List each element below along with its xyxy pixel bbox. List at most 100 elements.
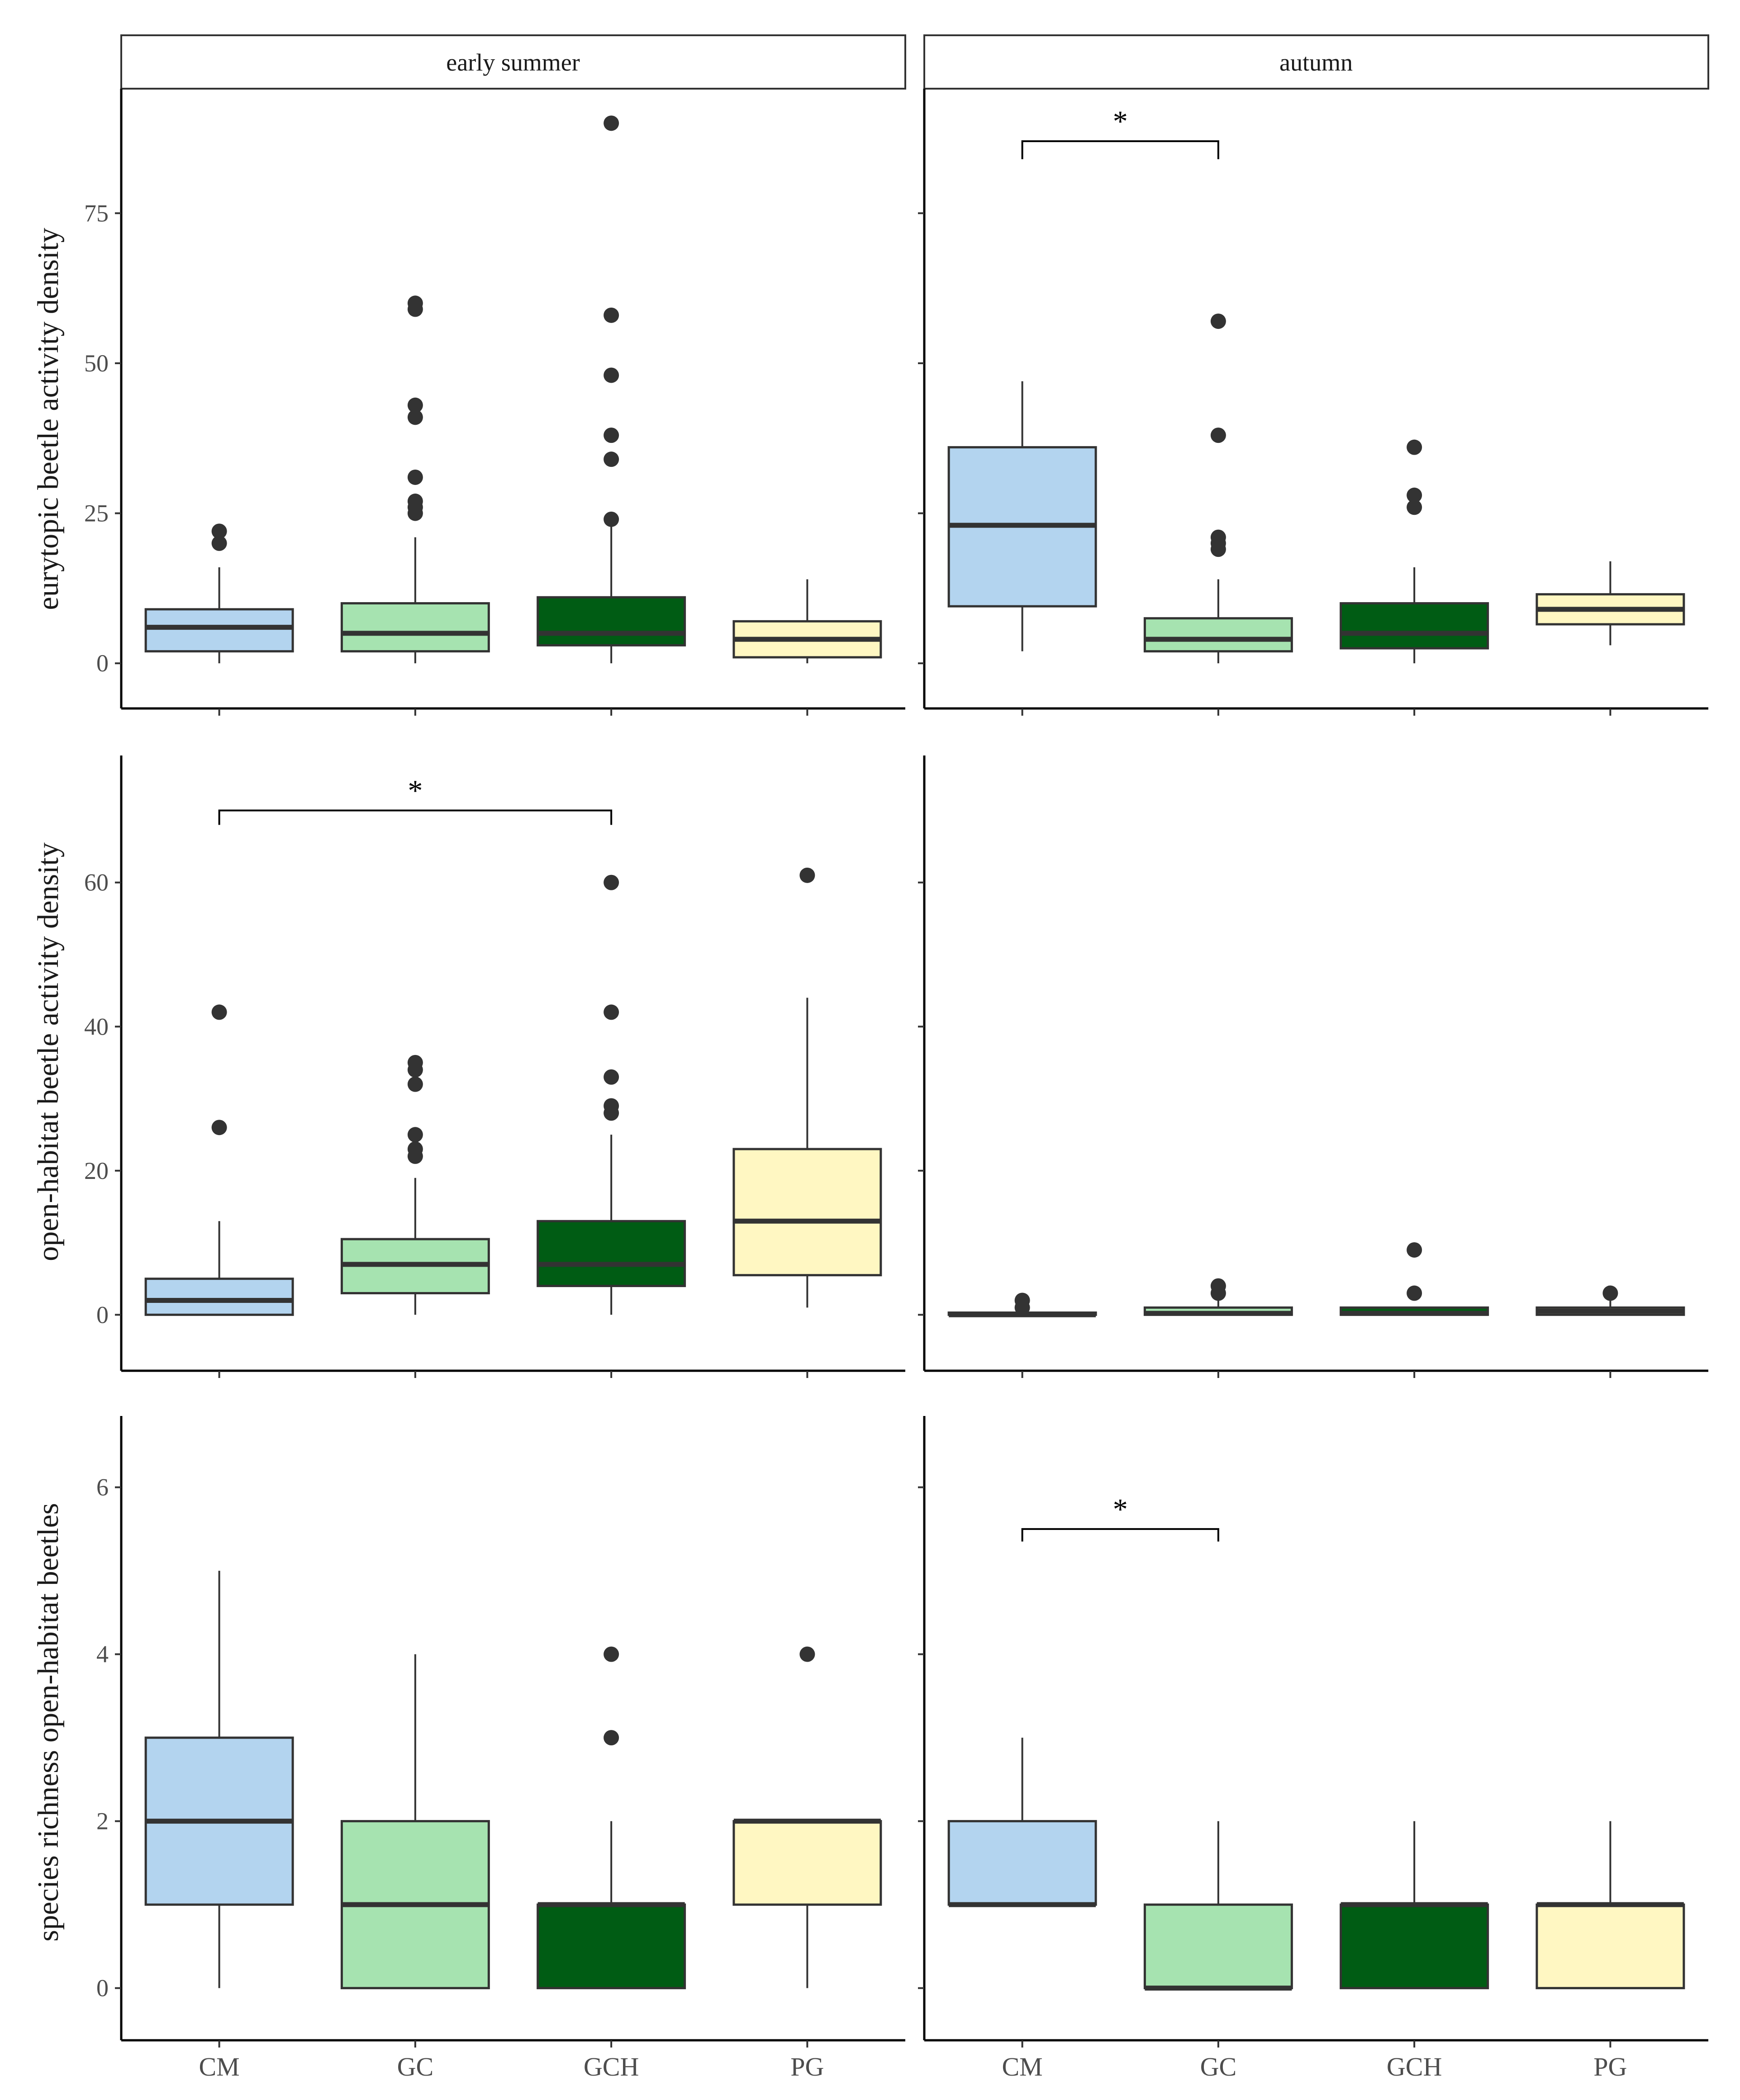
- box-gch-early-summer-r3: [537, 1646, 686, 1990]
- iqr-box: [732, 1148, 882, 1277]
- box-gch-early-summer-r2: [537, 874, 686, 1315]
- outlier-point: [604, 428, 619, 443]
- y-tick-label: 25: [84, 500, 109, 527]
- outlier-point: [1407, 1285, 1422, 1301]
- iqr-box: [537, 1220, 686, 1288]
- panel-early-summer-r1: 0 25 50 75: [84, 89, 905, 716]
- box-gch-autumn-r1: [1340, 439, 1489, 664]
- x-tick-label-gc: GC: [1200, 2052, 1237, 2081]
- outlier-point: [1407, 487, 1422, 503]
- iqr-box: [537, 1903, 686, 1990]
- outlier-point: [604, 1098, 619, 1114]
- bracket-line: [1021, 140, 1219, 159]
- outlier-point: [799, 867, 815, 883]
- ylabel-row-2: open-habitat beetle activity density: [32, 842, 65, 1261]
- significance-bracket: *: [1021, 105, 1219, 159]
- y-tick-label: 4: [96, 1641, 109, 1668]
- x-tick-label-pg: PG: [1593, 2052, 1627, 2081]
- outlier-point: [604, 307, 619, 323]
- iqr-box: [1340, 602, 1489, 650]
- strip-box-autumn: [923, 34, 1709, 90]
- y-tick-label: 2: [96, 1808, 109, 1835]
- y-tick-label: 6: [96, 1474, 109, 1501]
- outlier-point: [211, 1004, 227, 1020]
- ylabel-row-1: eurytopic beetle activity density: [32, 228, 65, 610]
- box-cm-autumn-r3: [947, 1738, 1097, 1907]
- bracket-line: [218, 809, 613, 825]
- iqr-box: [537, 596, 686, 646]
- x-tick-label-gch: GCH: [584, 2052, 639, 2081]
- box-gc-early-summer-r1: [340, 295, 490, 664]
- outlier-point: [407, 494, 423, 509]
- y-tick-label: 0: [96, 1301, 109, 1328]
- outlier-point: [1407, 1242, 1422, 1258]
- box-pg-early-summer-r3: [732, 1646, 882, 1988]
- strip-label-early-summer: early summer: [446, 49, 580, 76]
- outlier-point: [1210, 428, 1226, 443]
- outlier-point: [799, 1646, 815, 1662]
- panel-early-summer-r3: 0 2 4 6 CM GC GCH PG: [96, 1416, 905, 2081]
- y-tick-label: 75: [84, 200, 109, 227]
- box-gc-early-summer-r2: [340, 1055, 490, 1315]
- significance-label: *: [1113, 105, 1128, 138]
- box-pg-autumn-r2: [1536, 1285, 1685, 1316]
- y-tick-label: 40: [84, 1013, 109, 1040]
- outlier-point: [1407, 499, 1422, 515]
- box-pg-autumn-r3: [1536, 1821, 1685, 1990]
- outlier-point: [604, 874, 619, 890]
- panel-autumn-r1: *: [918, 89, 1708, 716]
- y-tick-label: 20: [84, 1157, 109, 1184]
- box-gc-autumn-r1: [1143, 314, 1293, 664]
- y-tick-label: 50: [84, 350, 109, 377]
- box-gc-autumn-r2: [1143, 1278, 1293, 1316]
- box-cm-early-summer-r1: [144, 523, 294, 664]
- x-tick-label-gc: GC: [397, 2052, 434, 2081]
- significance-bracket: *: [218, 774, 613, 825]
- iqr-box: [144, 1278, 294, 1316]
- panel-autumn-r2: [918, 755, 1708, 1378]
- iqr-box: [1340, 1903, 1489, 1990]
- box-pg-early-summer-r1: [732, 579, 882, 664]
- box-cm-autumn-r1: [947, 381, 1097, 651]
- box-pg-autumn-r1: [1536, 561, 1685, 646]
- iqr-box: [1536, 1903, 1685, 1990]
- x-tick-label-cm: CM: [199, 2052, 239, 2081]
- box-gc-early-summer-r3: [340, 1654, 490, 1990]
- outlier-point: [407, 295, 423, 311]
- outlier-point: [407, 1055, 423, 1070]
- outlier-point: [604, 1646, 619, 1662]
- outlier-point: [604, 367, 619, 383]
- box-gc-autumn-r3: [1143, 1821, 1293, 1991]
- iqr-box: [340, 602, 490, 653]
- significance-bracket: *: [1021, 1493, 1219, 1542]
- ylabel-row-3: species richness open-habitat beetles: [32, 1503, 65, 1941]
- y-tick-label: 60: [84, 869, 109, 896]
- outlier-point: [211, 535, 227, 551]
- outlier-point: [604, 115, 619, 131]
- significance-label: *: [408, 774, 423, 807]
- iqr-box: [1143, 1903, 1293, 1990]
- outlier-point: [407, 397, 423, 413]
- box-cm-autumn-r2: [947, 1292, 1097, 1317]
- iqr-box: [947, 1820, 1097, 1906]
- outlier-point: [1602, 1285, 1618, 1301]
- outlier-point: [211, 1120, 227, 1136]
- y-tick-label: 0: [96, 1975, 109, 2002]
- panels: 0 25 50 75 * 0 20 40 60 * 0 2 4 6 CM GC GCH PG CM GC GCH PG *: [84, 89, 1708, 2081]
- outlier-point: [407, 409, 423, 425]
- strip-label-autumn: autumn: [1279, 49, 1353, 76]
- box-cm-early-summer-r2: [144, 1004, 294, 1316]
- outlier-point: [407, 1141, 423, 1157]
- outlier-point: [604, 1730, 619, 1746]
- outlier-point: [604, 1004, 619, 1020]
- significance-label: *: [1113, 1493, 1128, 1526]
- iqr-box: [1143, 617, 1293, 653]
- outlier-point: [211, 523, 227, 539]
- box-cm-early-summer-r3: [144, 1571, 294, 1988]
- strip-box-early-summer: [120, 34, 906, 90]
- box-gch-autumn-r2: [1340, 1242, 1489, 1316]
- outlier-point: [1014, 1292, 1030, 1308]
- x-tick-label-pg: PG: [790, 2052, 824, 2081]
- outlier-point: [604, 1069, 619, 1085]
